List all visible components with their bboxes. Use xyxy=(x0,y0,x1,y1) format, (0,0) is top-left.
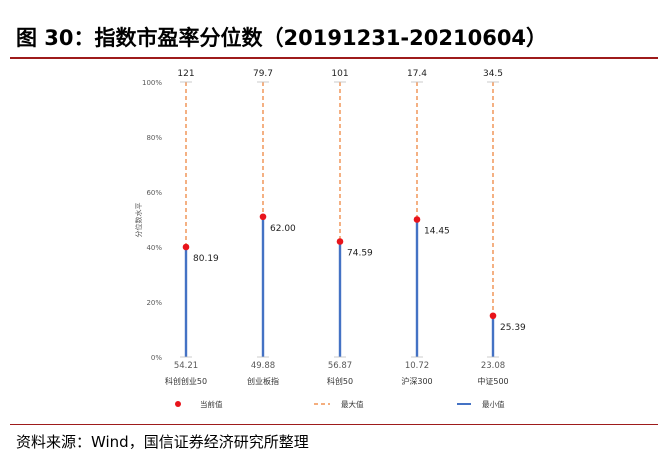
max-value-label: 101 xyxy=(331,69,348,79)
current-value-point xyxy=(489,312,497,320)
min-value-label: 49.88 xyxy=(251,361,275,371)
legend-current-marker xyxy=(175,401,181,407)
legend-current-label: 当前值 xyxy=(200,399,223,409)
current-value-label: 14.45 xyxy=(424,227,450,237)
source-rule xyxy=(10,424,658,425)
current-value-label: 25.39 xyxy=(500,323,526,333)
figure-title: 图 30：指数市盈率分位数（20191231-20210604） xyxy=(16,26,548,50)
y-tick-label: 80% xyxy=(146,134,162,142)
min-value-label: 10.72 xyxy=(405,361,429,371)
current-value-label: 80.19 xyxy=(193,254,219,264)
current-value-label: 74.59 xyxy=(347,249,373,259)
current-value-point xyxy=(336,238,344,245)
y-tick-label: 60% xyxy=(146,189,162,197)
current-value-point xyxy=(259,213,267,221)
min-value-label: 23.08 xyxy=(481,361,505,371)
x-category-label: 沪深300 xyxy=(401,376,432,386)
x-category-label: 科创50 xyxy=(327,376,353,386)
legend-max-label: 最大值 xyxy=(341,399,364,409)
x-category-label: 中证500 xyxy=(477,376,508,386)
y-tick-label: 100% xyxy=(142,79,162,87)
y-axis-title: 分位数水平 xyxy=(134,203,143,238)
min-value-label: 54.21 xyxy=(174,361,198,371)
min-value-label: 56.87 xyxy=(328,361,352,371)
y-tick-label: 0% xyxy=(151,354,162,362)
max-value-label: 79.7 xyxy=(253,69,273,79)
legend-min-label: 最小值 xyxy=(482,399,505,409)
max-value-label: 17.4 xyxy=(407,69,427,79)
source-note: 资料来源：Wind，国信证券经济研究所整理 xyxy=(16,433,309,451)
x-category-label: 创业板指 xyxy=(247,376,279,386)
current-value-point xyxy=(413,216,421,223)
y-tick-label: 40% xyxy=(146,244,162,252)
title-rule xyxy=(10,57,658,59)
x-category-label: 科创创业50 xyxy=(165,376,207,386)
current-value-point xyxy=(182,243,190,251)
current-value-label: 62.00 xyxy=(270,224,296,234)
max-value-label: 34.5 xyxy=(483,69,503,79)
y-tick-label: 20% xyxy=(146,299,162,307)
max-value-label: 121 xyxy=(177,69,194,79)
